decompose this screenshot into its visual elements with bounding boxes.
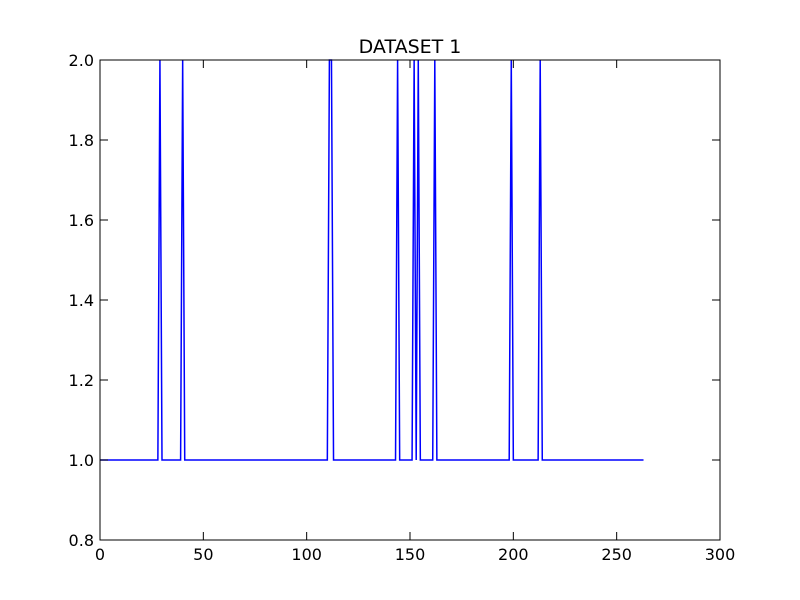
x-tick-label: 250	[601, 545, 632, 564]
x-tick-label: 150	[395, 545, 426, 564]
x-tick-label: 200	[498, 545, 529, 564]
chart-title: DATASET 1	[359, 36, 462, 58]
x-tick-label: 50	[193, 545, 213, 564]
x-tick-label: 300	[705, 545, 736, 564]
y-tick-label: 0.8	[69, 531, 94, 550]
y-tick-label: 1.4	[69, 291, 94, 310]
x-tick-label: 0	[95, 545, 105, 564]
y-tick-label: 2.0	[69, 51, 94, 70]
y-tick-label: 1.2	[69, 371, 94, 390]
series-line-1	[100, 59, 644, 461]
x-axis: 0 50 100 150 200 250 300	[95, 60, 735, 564]
y-tick-label: 1.0	[69, 451, 94, 470]
plot-lines	[100, 59, 644, 461]
y-tick-label: 1.8	[69, 131, 94, 150]
x-tick-label: 100	[291, 545, 322, 564]
y-tick-label: 1.6	[69, 211, 94, 230]
y-axis: 0.8 1.0 1.2 1.4 1.6 1.8 2.0	[69, 51, 720, 550]
